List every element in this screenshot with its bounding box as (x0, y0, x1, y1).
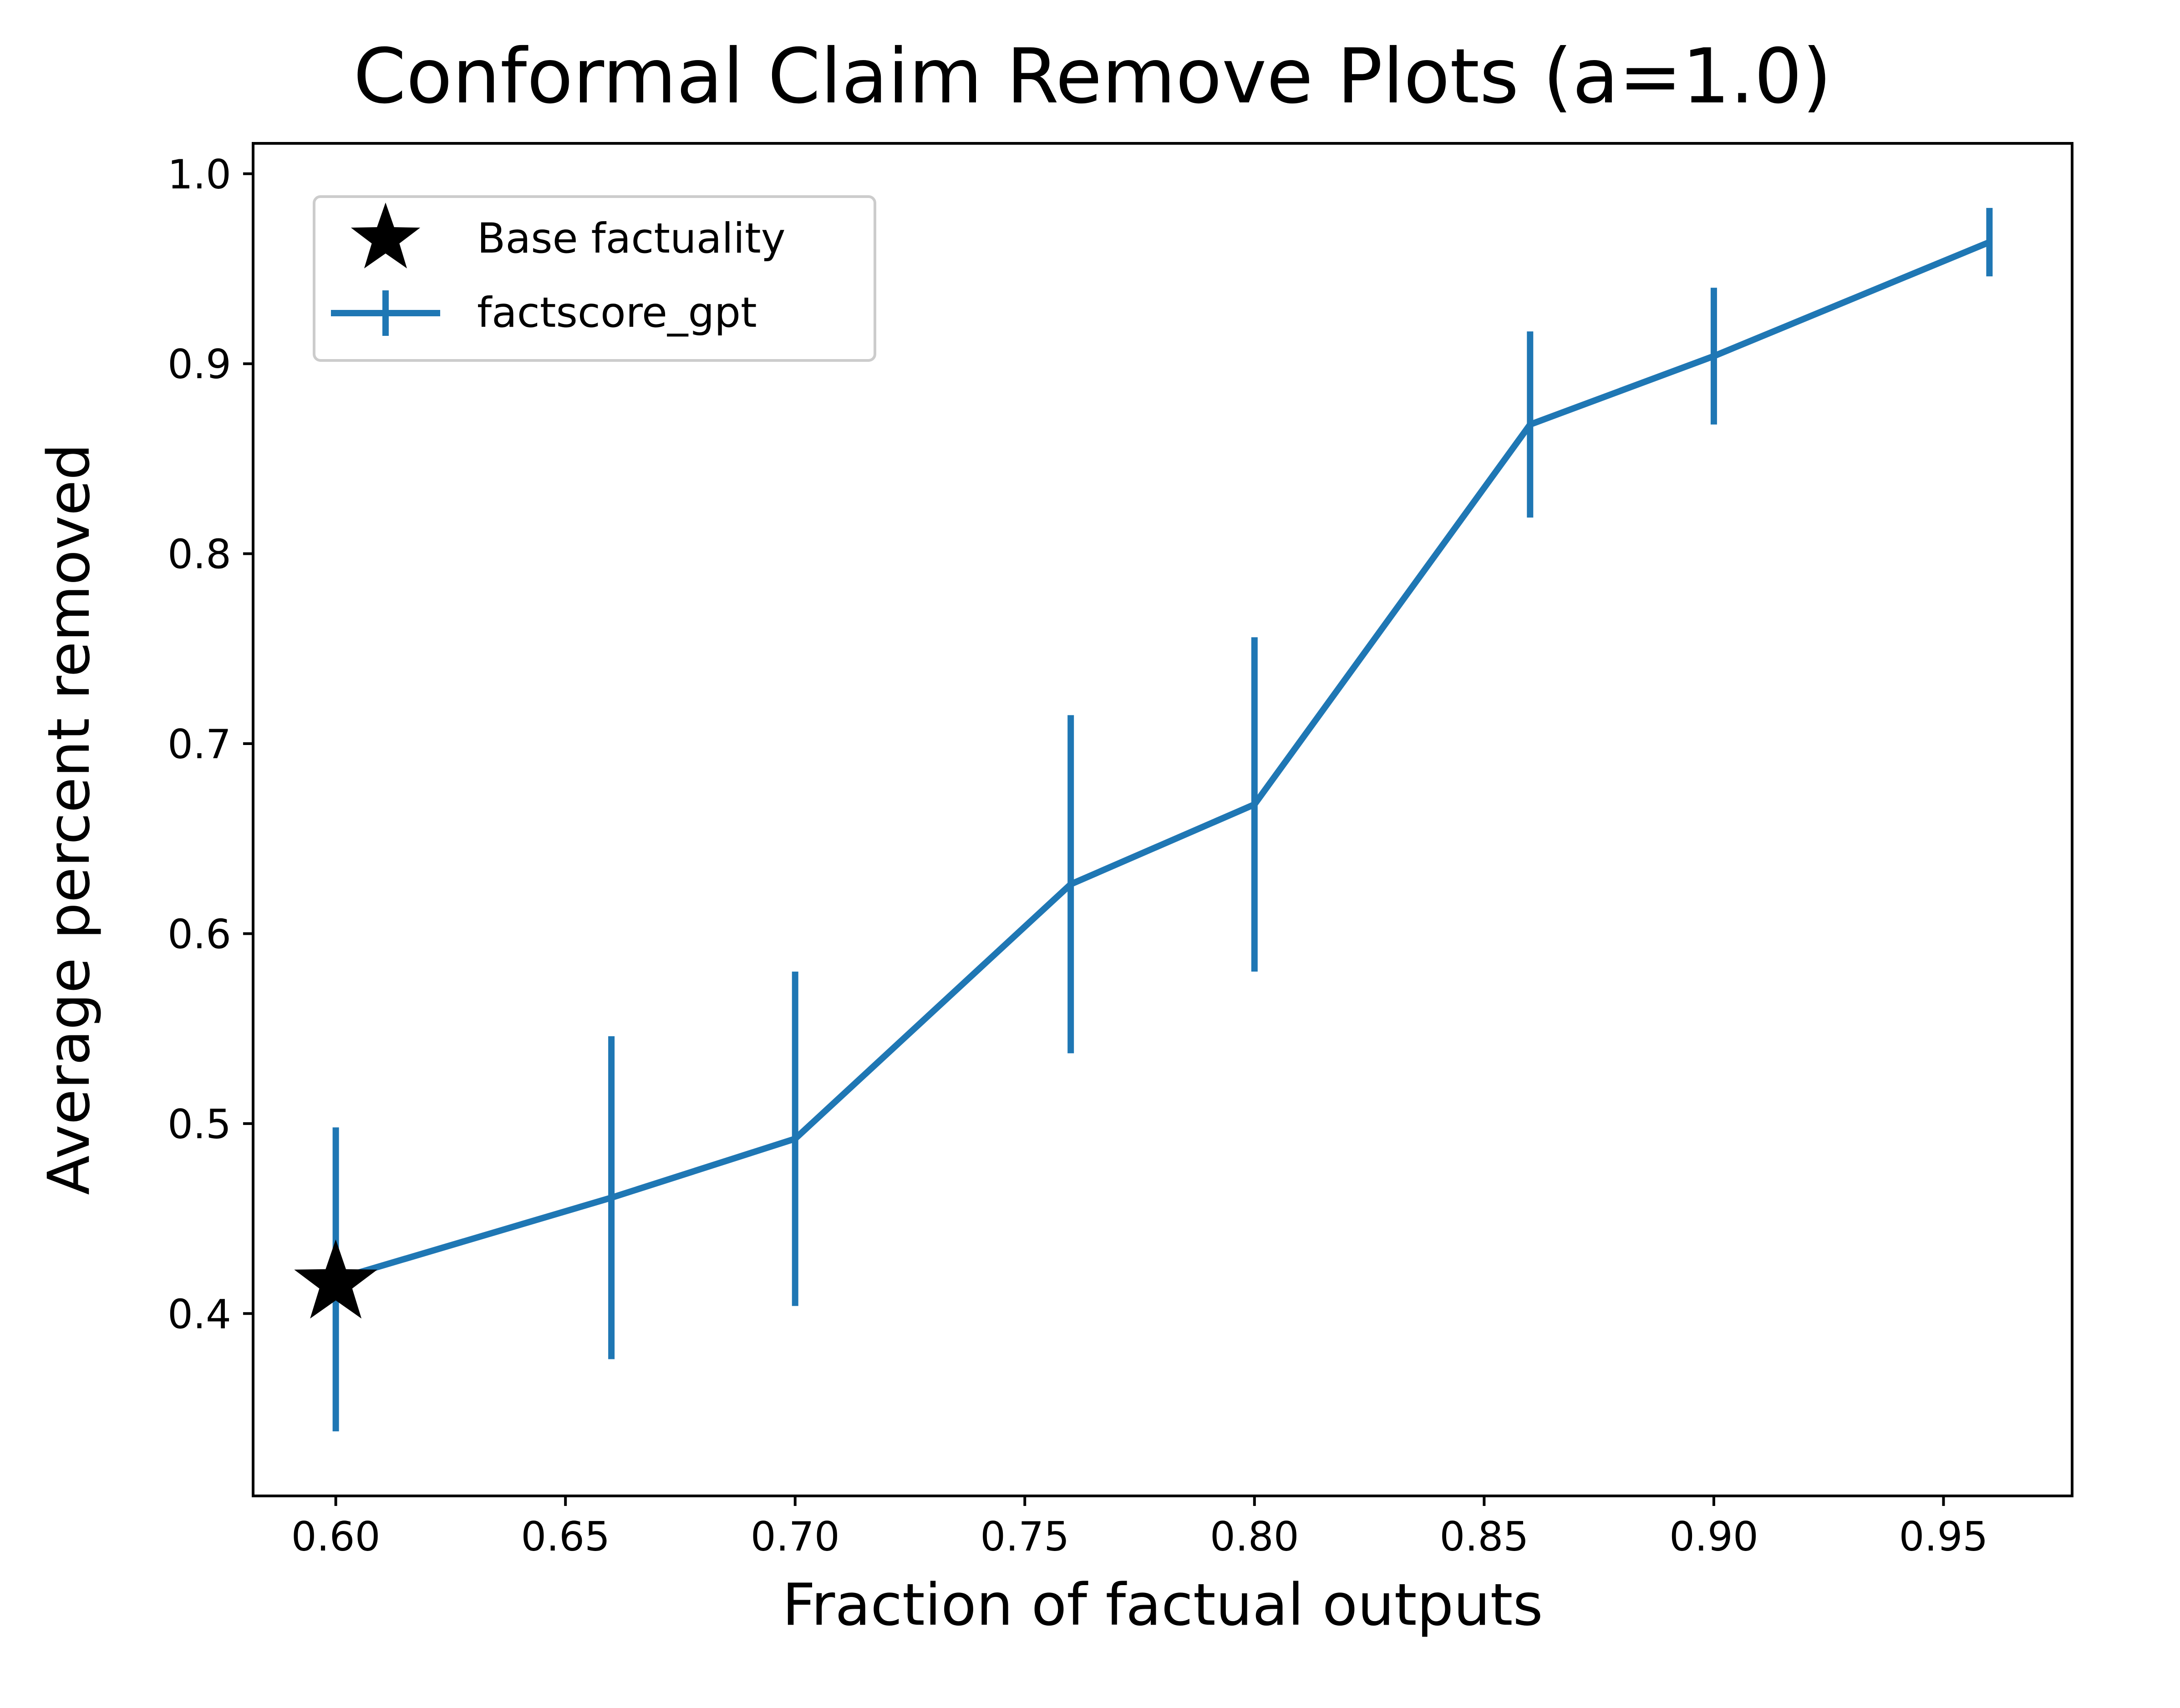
y-tick-label: 0.4 (168, 1291, 231, 1338)
series-line-factscore-gpt (335, 239, 1991, 1282)
y-tick-label: 0.9 (168, 341, 231, 388)
y-tick-label: 0.6 (168, 911, 231, 958)
plot-area (252, 142, 2073, 1497)
y-tick-label: 0.5 (168, 1101, 231, 1148)
x-tick-label: 0.85 (1439, 1513, 1529, 1560)
base-factuality-star (294, 1239, 377, 1319)
y-tick-label: 0.7 (168, 721, 231, 768)
x-tick-label: 0.65 (521, 1513, 610, 1560)
legend-label-factscore-gpt: factscore_gpt (477, 289, 757, 337)
x-axis-ticks: 0.60 0.65 0.70 0.75 0.80 0.85 0.90 0.95 (291, 1496, 1988, 1560)
legend: Base factuality factscore_gpt (313, 195, 876, 362)
chart-title: Conformal Claim Remove Plots (a=1.0) (353, 33, 1832, 121)
y-tick-label: 0.8 (168, 531, 231, 578)
legend-box (313, 195, 876, 362)
x-tick-label: 0.80 (1210, 1513, 1299, 1560)
x-tick-label: 0.90 (1669, 1513, 1758, 1560)
x-tick-label: 0.60 (291, 1513, 381, 1560)
y-tick-label: 1.0 (168, 151, 231, 198)
legend-star-marker (351, 203, 421, 269)
x-tick-label: 0.95 (1899, 1513, 1988, 1560)
legend-label-base-factuality: Base factuality (477, 215, 786, 263)
x-tick-label: 0.70 (751, 1513, 840, 1560)
x-tick-label: 0.75 (980, 1513, 1069, 1560)
y-axis-ticks: 0.4 0.5 0.6 0.7 0.8 0.9 1.0 (168, 151, 253, 1338)
series-layer (294, 208, 1993, 1432)
y-axis-label: Average percent removed (35, 443, 102, 1195)
x-axis-label: Fraction of factual outputs (782, 1571, 1543, 1638)
